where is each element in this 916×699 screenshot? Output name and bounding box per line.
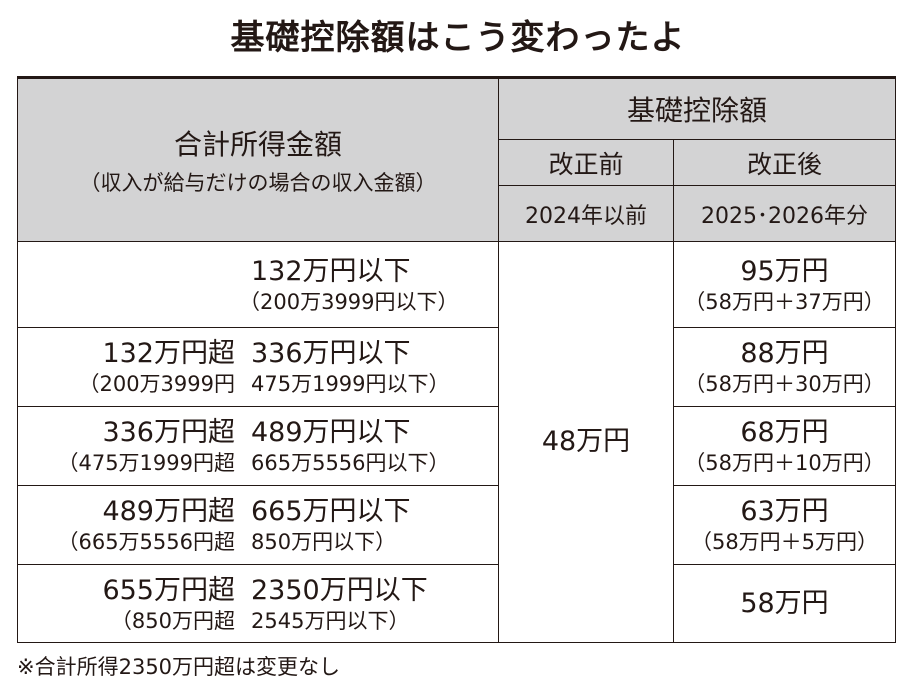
range-to: 2350万円以下 [251,574,428,606]
table-row: 132万円超 336万円以下 （200万3999円 475万1999円以下） 88万… [17,327,897,407]
after-value: 58万円 [740,587,829,619]
before-years-header: 2024年以前 [498,185,674,242]
after-value-cell: 88万円 （58万円＋30万円） [672,327,897,407]
after-value: 63万円 [740,496,829,527]
range-from: 132万円超 [102,338,235,369]
income-range-cell: 336万円超 489万円以下 （475万1999円超 665万5556円以下） [17,406,499,486]
income-range-cell: 489万円超 665万円以下 （665万5556円超 850万円以下） [17,485,499,565]
table-row: 489万円超 665万円以下 （665万5556円超 850万円以下） 63万円 （… [17,485,897,565]
after-value-cell: 95万円 （58万円＋37万円） [672,241,897,328]
range-from-sub: （665万5556円超 [57,530,235,554]
table-row: 655万円超 2350万円以下 （850万円超 2545万円以下） 58万円 [17,564,897,643]
after-value: 68万円 [740,417,829,448]
range-to-sub: 2545万円以下） [251,608,410,633]
after-breakdown: （58万円＋37万円） [684,289,885,314]
range-to-sub: 475万1999円以下） [251,372,450,396]
after-header: 改正後 [672,139,897,186]
after-value-cell: 68万円 （58万円＋10万円） [672,406,897,486]
range-to: 489万円以下 [251,417,411,448]
range-to: 665万円以下 [251,496,411,527]
income-range-cell: 132万円以下 （200万3999円以下） [17,241,499,328]
range-from: 336万円超 [102,417,235,448]
range-from: 655万円超 [102,574,235,606]
footnote: ※合計所得2350万円超は変更なし [17,655,341,679]
page-title: 基礎控除額はこう変わったよ [230,18,686,58]
range-to-sub: 665万5556円以下） [251,451,450,475]
deduction-table: 合計所得金額 （収入が給与だけの場合の収入金額） 基礎控除額 改正前 改正後 2… [17,76,897,643]
after-value: 95万円 [740,255,829,287]
after-breakdown: （58万円＋30万円） [684,372,885,396]
range-to: 132万円以下 [251,255,411,287]
income-range-cell: 132万円超 336万円以下 （200万3999円 475万1999円以下） [17,327,499,407]
table-row: 132万円以下 （200万3999円以下） 48万円 95万円 （58万円＋37… [17,241,897,643]
table-row: 336万円超 489万円以下 （475万1999円超 665万5556円以下） 68… [17,406,897,486]
range-from-sub: （200万3999円 [78,372,235,396]
range-from-sub: （850万円超 [110,608,235,633]
range-to: 336万円以下 [251,338,411,369]
after-value: 88万円 [740,338,829,369]
after-breakdown: （58万円＋5万円） [690,530,879,554]
before-value: 48万円 [498,241,674,643]
income-header-title: 合計所得金額 [173,128,342,161]
range-to-sub: 850万円以下） [251,530,397,554]
range-to-sub: （200万3999円以下） [239,289,459,314]
range-from-sub: （475万1999円超 [57,451,235,475]
income-header-cell: 合計所得金額 （収入が給与だけの場合の収入金額） [17,76,499,242]
income-header-subtitle: （収入が給与だけの場合の収入金額） [79,171,437,195]
range-from: 489万円超 [102,496,235,527]
deduction-header: 基礎控除額 [497,76,897,140]
after-value-cell: 63万円 （58万円＋5万円） [672,485,897,565]
after-value-cell: 58万円 [672,564,897,643]
after-years-header: 2025･2026年分 [672,185,897,242]
after-breakdown: （58万円＋10万円） [684,451,885,475]
before-header: 改正前 [498,139,674,186]
income-range-cell: 655万円超 2350万円以下 （850万円超 2545万円以下） [17,564,499,643]
